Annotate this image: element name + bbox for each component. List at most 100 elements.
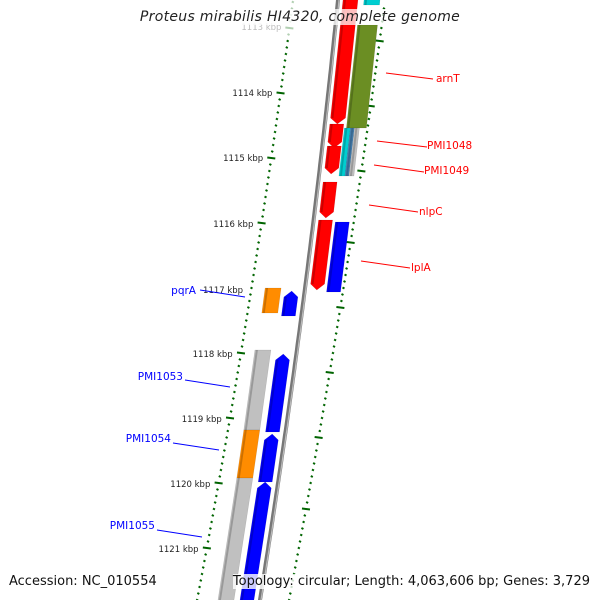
minor-tick-right <box>311 468 315 472</box>
tick-label: 1120 kbp <box>170 480 210 490</box>
label-line-PMI1049 <box>373 164 425 173</box>
major-tick-left <box>257 221 266 225</box>
minor-tick-right <box>346 260 350 264</box>
minor-tick-left <box>245 312 249 316</box>
gene-PMI1055-shade <box>240 488 261 600</box>
minor-tick-left <box>280 85 283 88</box>
label-line-lplA <box>360 260 411 269</box>
minor-tick-right <box>302 520 306 524</box>
minor-tick-left <box>259 228 263 231</box>
minor-tick-left <box>250 286 253 290</box>
minor-tick-right <box>376 52 380 56</box>
minor-tick-right <box>363 143 367 147</box>
tick-label: 1114 kbp <box>232 89 272 99</box>
minor-tick-left <box>285 46 289 49</box>
minor-tick-right <box>299 533 303 537</box>
major-tick-right <box>301 507 311 511</box>
minor-tick-right <box>372 78 376 82</box>
minor-tick-right <box>288 592 292 595</box>
minor-tick-left <box>242 332 246 335</box>
minor-tick-left <box>266 182 269 186</box>
major-tick-right <box>346 241 355 244</box>
minor-tick-left <box>280 78 284 82</box>
minor-tick-right <box>303 514 307 517</box>
gene-label-PMI1049: PMI1049 <box>424 165 469 177</box>
minor-tick-left <box>254 260 258 264</box>
gene-label-PMI1048: PMI1048 <box>427 140 472 152</box>
minor-tick-right <box>355 202 358 205</box>
label-line-PMI1048 <box>376 140 428 148</box>
minor-tick-left <box>198 585 202 589</box>
minor-tick-left <box>276 111 280 114</box>
gene-pqrA-shade <box>282 297 287 316</box>
tick-label: 1121 kbp <box>158 545 198 555</box>
minor-tick-left <box>236 371 240 374</box>
gene-PMI1053-shade <box>266 360 279 432</box>
gene-lplA-blue <box>326 221 350 293</box>
minor-tick-right <box>329 364 333 368</box>
minor-tick-right <box>358 176 362 179</box>
minor-tick-left <box>266 176 270 179</box>
minor-tick-right <box>335 325 339 329</box>
minor-tick-right <box>350 234 354 238</box>
minor-tick-left <box>244 319 248 322</box>
minor-tick-left <box>264 195 267 199</box>
minor-tick-left <box>241 338 245 342</box>
label-line-nlpC <box>368 204 419 213</box>
minor-tick-right <box>365 130 369 134</box>
minor-tick-left <box>231 397 235 400</box>
minor-tick-right <box>313 455 317 459</box>
minor-tick-right <box>360 163 364 166</box>
minor-tick-left <box>237 364 241 368</box>
minor-tick-right <box>331 351 335 355</box>
map-title-text: Proteus mirabilis HI4320, complete genom… <box>139 9 461 25</box>
minor-tick-left <box>220 462 224 465</box>
minor-tick-left <box>249 293 252 296</box>
minor-tick-right <box>337 312 341 316</box>
minor-tick-right <box>308 488 311 491</box>
minor-tick-left <box>230 403 234 407</box>
gene-gray-PMI1053-shade <box>244 350 258 430</box>
minor-tick-right <box>348 247 352 251</box>
minor-tick-left <box>227 423 231 426</box>
minor-tick-right <box>333 338 337 342</box>
gene-arnT-region <box>330 0 359 125</box>
minor-tick-left <box>261 215 265 218</box>
major-tick-left <box>214 481 223 485</box>
minor-tick-left <box>287 33 290 36</box>
tick-label: 1116 kbp <box>213 220 253 230</box>
accession-text: Accession: NC_010554 <box>9 574 157 589</box>
minor-tick-right <box>298 540 302 543</box>
minor-tick-left <box>252 273 255 277</box>
label-line-PMI1053 <box>184 379 231 388</box>
tick-label: 1113 kbp <box>241 23 281 33</box>
minor-tick-right <box>358 182 361 186</box>
minor-tick-right <box>305 501 309 504</box>
gene-label-PMI1055: PMI1055 <box>110 520 155 532</box>
minor-tick-left <box>210 520 214 524</box>
minor-tick-right <box>377 46 381 49</box>
minor-tick-left <box>225 436 229 439</box>
gene-label-PMI1053: PMI1053 <box>138 371 183 383</box>
minor-tick-right <box>336 319 340 322</box>
minor-tick-right <box>312 462 316 465</box>
minor-tick-right <box>354 208 358 212</box>
minor-tick-left <box>224 442 227 446</box>
major-tick-right <box>375 39 384 43</box>
minor-tick-right <box>327 377 331 381</box>
major-tick-right <box>325 371 334 374</box>
minor-tick-left <box>211 514 215 517</box>
minor-tick-left <box>251 280 254 283</box>
minor-tick-left <box>229 410 233 413</box>
minor-tick-right <box>351 228 355 231</box>
genome-summary-text: Topology: circular; Length: 4,063,606 bp… <box>232 574 590 589</box>
minor-tick-right <box>318 429 322 433</box>
minor-tick-left <box>202 559 206 563</box>
minor-tick-left <box>246 306 250 309</box>
minor-tick-right <box>334 332 338 335</box>
minor-tick-right <box>374 65 378 69</box>
minor-tick-right <box>296 553 300 556</box>
gene-PMI1048 <box>327 123 345 149</box>
